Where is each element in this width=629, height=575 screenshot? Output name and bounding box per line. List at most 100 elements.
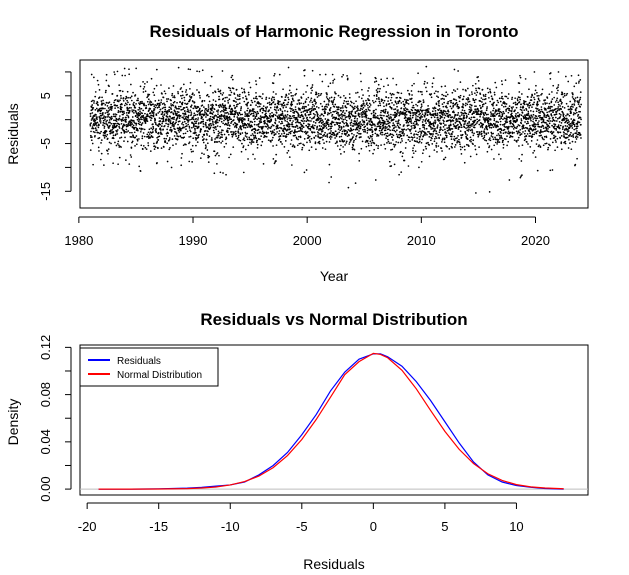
- residual-point: [529, 132, 532, 135]
- residual-point: [438, 105, 441, 107]
- residual-point: [243, 137, 245, 139]
- residual-point: [228, 124, 231, 127]
- residual-point: [302, 93, 305, 96]
- residual-point: [107, 115, 110, 117]
- residual-point: [419, 112, 422, 115]
- residual-point: [431, 133, 433, 135]
- residual-point: [351, 105, 353, 108]
- residual-point: [527, 110, 530, 113]
- residual-point: [444, 85, 447, 87]
- residual-point: [342, 109, 345, 112]
- residual-point: [399, 97, 402, 99]
- residual-point: [362, 106, 365, 109]
- residual-point: [433, 121, 435, 124]
- residual-point: [553, 125, 556, 128]
- residual-point: [142, 145, 145, 147]
- residual-point: [241, 120, 244, 122]
- residual-point: [444, 128, 446, 131]
- residual-point: [537, 122, 539, 124]
- residual-point: [211, 106, 214, 109]
- residual-point: [390, 94, 393, 96]
- residual-point: [521, 144, 524, 147]
- residual-point: [341, 115, 344, 118]
- residual-point: [250, 104, 252, 106]
- residual-point: [343, 94, 345, 97]
- residual-point: [136, 116, 139, 119]
- residual-point: [482, 112, 485, 114]
- residual-point: [155, 128, 157, 130]
- residual-point: [462, 106, 464, 109]
- residual-point: [400, 102, 403, 104]
- residual-point: [511, 98, 513, 100]
- residual-point: [236, 98, 238, 101]
- residual-point: [446, 106, 448, 109]
- residual-point: [221, 70, 224, 72]
- residual-point: [102, 124, 104, 127]
- residual-point: [304, 100, 307, 103]
- residual-point: [333, 96, 336, 99]
- residual-point: [217, 88, 219, 91]
- residual-point: [502, 132, 505, 135]
- residual-point: [365, 145, 368, 148]
- residual-point: [124, 102, 127, 105]
- residual-point: [240, 150, 243, 153]
- residual-point: [320, 125, 323, 128]
- residual-point: [484, 112, 487, 115]
- residual-point: [558, 131, 560, 134]
- residual-point: [293, 126, 295, 128]
- residual-point: [410, 90, 413, 92]
- residual-point: [384, 125, 387, 128]
- residual-point: [441, 129, 444, 132]
- residual-point: [284, 115, 287, 117]
- residual-point: [421, 113, 424, 116]
- residual-point: [196, 113, 199, 116]
- residual-point: [238, 95, 241, 98]
- residual-point: [204, 129, 207, 132]
- residual-point: [362, 128, 364, 131]
- residual-point: [275, 160, 277, 162]
- residual-point: [243, 91, 246, 94]
- residual-point: [228, 86, 230, 89]
- residual-point: [494, 123, 497, 125]
- residual-point: [221, 109, 223, 112]
- residual-point: [352, 122, 355, 125]
- residual-point: [328, 181, 330, 184]
- residual-point: [398, 127, 401, 129]
- residual-point: [469, 155, 472, 158]
- residual-point: [207, 108, 210, 111]
- residual-point: [545, 109, 547, 111]
- residual-point: [487, 113, 489, 116]
- residual-point: [389, 92, 392, 95]
- residual-point: [339, 117, 342, 119]
- residual-point: [392, 134, 395, 137]
- residual-point: [419, 117, 422, 120]
- residual-point: [225, 137, 228, 140]
- residual-point: [382, 119, 385, 122]
- residual-point: [549, 144, 551, 147]
- residual-point: [198, 70, 201, 73]
- residual-point: [142, 114, 145, 117]
- residual-point: [188, 125, 191, 128]
- residual-point: [208, 135, 211, 137]
- residual-point: [376, 91, 379, 94]
- residual-point: [142, 109, 144, 112]
- residual-point: [220, 136, 222, 138]
- residual-point: [160, 84, 162, 86]
- residual-point: [91, 112, 94, 114]
- residual-point: [403, 159, 406, 162]
- residual-point: [169, 122, 172, 125]
- residual-point: [310, 137, 313, 140]
- residual-point: [281, 103, 284, 106]
- residual-point: [272, 113, 275, 116]
- residual-point: [210, 75, 213, 78]
- residual-point: [490, 131, 493, 134]
- residual-point: [307, 96, 310, 99]
- residual-point: [101, 113, 104, 116]
- residual-point: [400, 130, 402, 133]
- residual-point: [144, 122, 147, 124]
- residual-point: [290, 123, 292, 126]
- residual-point: [132, 109, 135, 112]
- residual-point: [422, 101, 425, 103]
- residual-point: [367, 144, 370, 147]
- residual-point: [230, 76, 233, 79]
